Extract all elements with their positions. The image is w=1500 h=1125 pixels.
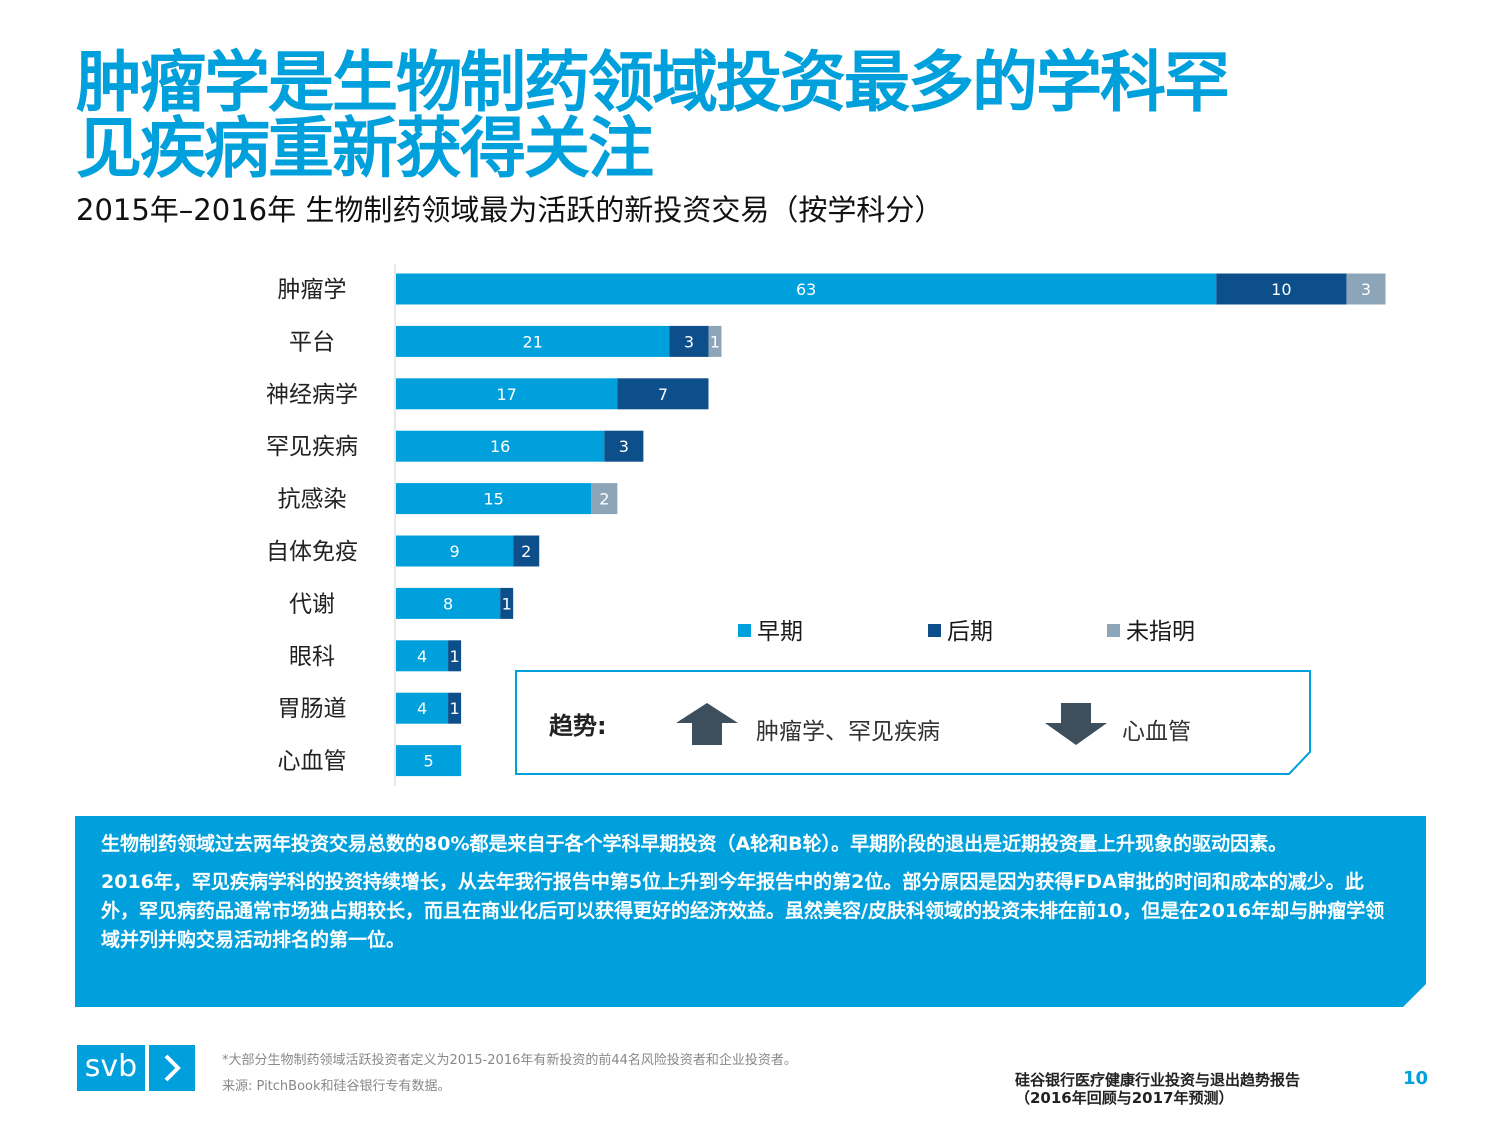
trend-label: 趋势: bbox=[549, 712, 607, 740]
data-label: 17 bbox=[496, 385, 516, 404]
data-label: 3 bbox=[684, 332, 694, 351]
data-label: 4 bbox=[417, 647, 427, 666]
data-label: 1 bbox=[710, 332, 720, 351]
data-label: 8 bbox=[443, 594, 453, 613]
legend-label-early: 早期 bbox=[757, 619, 803, 645]
trend-up-text: 肿瘤学、罕见疾病 bbox=[756, 719, 940, 745]
page-title-line1: 肿瘤学是生物制药领域投资最多的学科罕 bbox=[76, 44, 1230, 121]
bar-segment-late bbox=[500, 587, 514, 619]
svb-logo-text: svb bbox=[77, 1045, 145, 1091]
data-label: 21 bbox=[523, 332, 543, 351]
report-title-line1: 硅谷银行医疗健康行业投资与退出趋势报告 bbox=[1015, 1071, 1301, 1089]
bar-segment-late bbox=[1216, 273, 1347, 305]
bar-segment-late bbox=[669, 325, 709, 357]
data-label: 1 bbox=[502, 594, 512, 613]
legend-swatch-early bbox=[738, 624, 751, 637]
footnote-definition: *大部分生物制药领域活跃投资者定义为2015-2016年有新投资的前44名风险投… bbox=[222, 1053, 797, 1068]
data-label: 1 bbox=[449, 699, 459, 718]
data-label: 15 bbox=[483, 490, 503, 509]
data-label: 16 bbox=[490, 437, 510, 456]
bar-segment-late bbox=[513, 535, 540, 567]
data-label: 3 bbox=[619, 437, 629, 456]
bar-segment-unspecified bbox=[1346, 273, 1386, 305]
category-label: 肿瘤学 bbox=[278, 277, 347, 303]
legend-swatch-late bbox=[928, 624, 941, 637]
category-label: 抗感染 bbox=[278, 487, 347, 513]
data-label: 7 bbox=[658, 385, 668, 404]
chevron-right-icon bbox=[149, 1045, 195, 1091]
legend-item-late: 后期 bbox=[928, 612, 993, 646]
legend-label-unspecified: 未指明 bbox=[1126, 619, 1195, 645]
bar-segment-late bbox=[617, 378, 709, 410]
arrow-up-icon bbox=[676, 703, 738, 745]
data-label: 1 bbox=[449, 647, 459, 666]
category-label: 代谢 bbox=[289, 591, 335, 617]
info-text: 生物制药领域过去两年投资交易总数的80%都是来自于各个学科早期投资（A轮和B轮）… bbox=[101, 830, 1391, 964]
trend-box: 趋势: 肿瘤学、罕见疾病 心血管 bbox=[515, 670, 1311, 775]
bar-segment-early bbox=[396, 745, 462, 777]
bar-segment-early bbox=[396, 273, 1217, 305]
bar-segment-early bbox=[396, 378, 618, 410]
bar-segment-late bbox=[448, 640, 462, 672]
bar-segment-early bbox=[396, 325, 670, 357]
data-label: 3 bbox=[1361, 280, 1371, 299]
page-number: 10 bbox=[1403, 1068, 1429, 1089]
chart-legend: 早期 后期 未指明 bbox=[738, 612, 1298, 645]
bar-segment-early bbox=[396, 640, 449, 672]
trend-box-border bbox=[515, 670, 1311, 775]
data-label: 2 bbox=[521, 542, 531, 561]
category-label: 平台 bbox=[289, 329, 335, 355]
category-label: 心血管 bbox=[278, 749, 347, 775]
category-label: 自体免疫 bbox=[266, 539, 358, 565]
bar-segment-early bbox=[396, 587, 501, 619]
data-label: 4 bbox=[417, 699, 427, 718]
data-label: 5 bbox=[423, 752, 433, 771]
footnote-source: 来源: PitchBook和硅谷银行专有数据。 bbox=[222, 1079, 451, 1094]
trend-down-text: 心血管 bbox=[1122, 719, 1191, 745]
legend-item-unspecified: 未指明 bbox=[1107, 612, 1195, 646]
data-label: 63 bbox=[796, 280, 816, 299]
bar-segment-early bbox=[396, 483, 592, 515]
data-label: 9 bbox=[449, 542, 459, 561]
info-box-background bbox=[75, 816, 1426, 1007]
bar-segment-early bbox=[396, 535, 514, 567]
bar-segment-early bbox=[396, 692, 449, 724]
data-label: 2 bbox=[599, 490, 609, 509]
chart-subtitle: 2015年–2016年 生物制药领域最为活跃的新投资交易（按学科分） bbox=[76, 193, 944, 227]
category-label: 罕见疾病 bbox=[266, 434, 358, 460]
category-label: 神经病学 bbox=[266, 382, 358, 408]
bar-segment-late bbox=[448, 692, 462, 724]
footnote: *大部分生物制药领域活跃投资者定义为2015-2016年有新投资的前44名风险投… bbox=[222, 1048, 797, 1100]
bar-segment-early bbox=[396, 430, 605, 462]
legend-swatch-unspecified bbox=[1107, 624, 1120, 637]
arrow-down-icon bbox=[1045, 703, 1107, 745]
category-label: 眼科 bbox=[289, 644, 335, 670]
legend-item-early: 早期 bbox=[738, 612, 803, 646]
bar-segment-unspecified bbox=[708, 325, 722, 357]
report-title: 硅谷银行医疗健康行业投资与退出趋势报告 （2016年回顾与2017年预测） bbox=[1015, 1071, 1300, 1107]
legend-label-late: 后期 bbox=[947, 619, 993, 645]
page-title-line2: 见疾病重新获得关注 bbox=[76, 110, 654, 187]
info-paragraph-2: 2016年，罕见疾病学科的投资持续增长，从去年我行报告中第5位上升到今年报告中的… bbox=[101, 871, 1385, 951]
category-label: 胃肠道 bbox=[278, 696, 347, 722]
bar-segment-late bbox=[604, 430, 644, 462]
bar-segment-unspecified bbox=[591, 483, 618, 515]
data-label: 10 bbox=[1271, 280, 1291, 299]
report-title-line2: （2016年回顾与2017年预测） bbox=[1015, 1089, 1234, 1107]
info-paragraph-1: 生物制药领域过去两年投资交易总数的80%都是来自于各个学科早期投资（A轮和B轮）… bbox=[101, 833, 1288, 855]
page-title: 肿瘤学是生物制药领域投资最多的学科罕 见疾病重新获得关注 bbox=[76, 50, 1276, 182]
info-box: 生物制药领域过去两年投资交易总数的80%都是来自于各个学科早期投资（A轮和B轮）… bbox=[75, 816, 1426, 1007]
svb-logo: svb bbox=[77, 1045, 195, 1091]
